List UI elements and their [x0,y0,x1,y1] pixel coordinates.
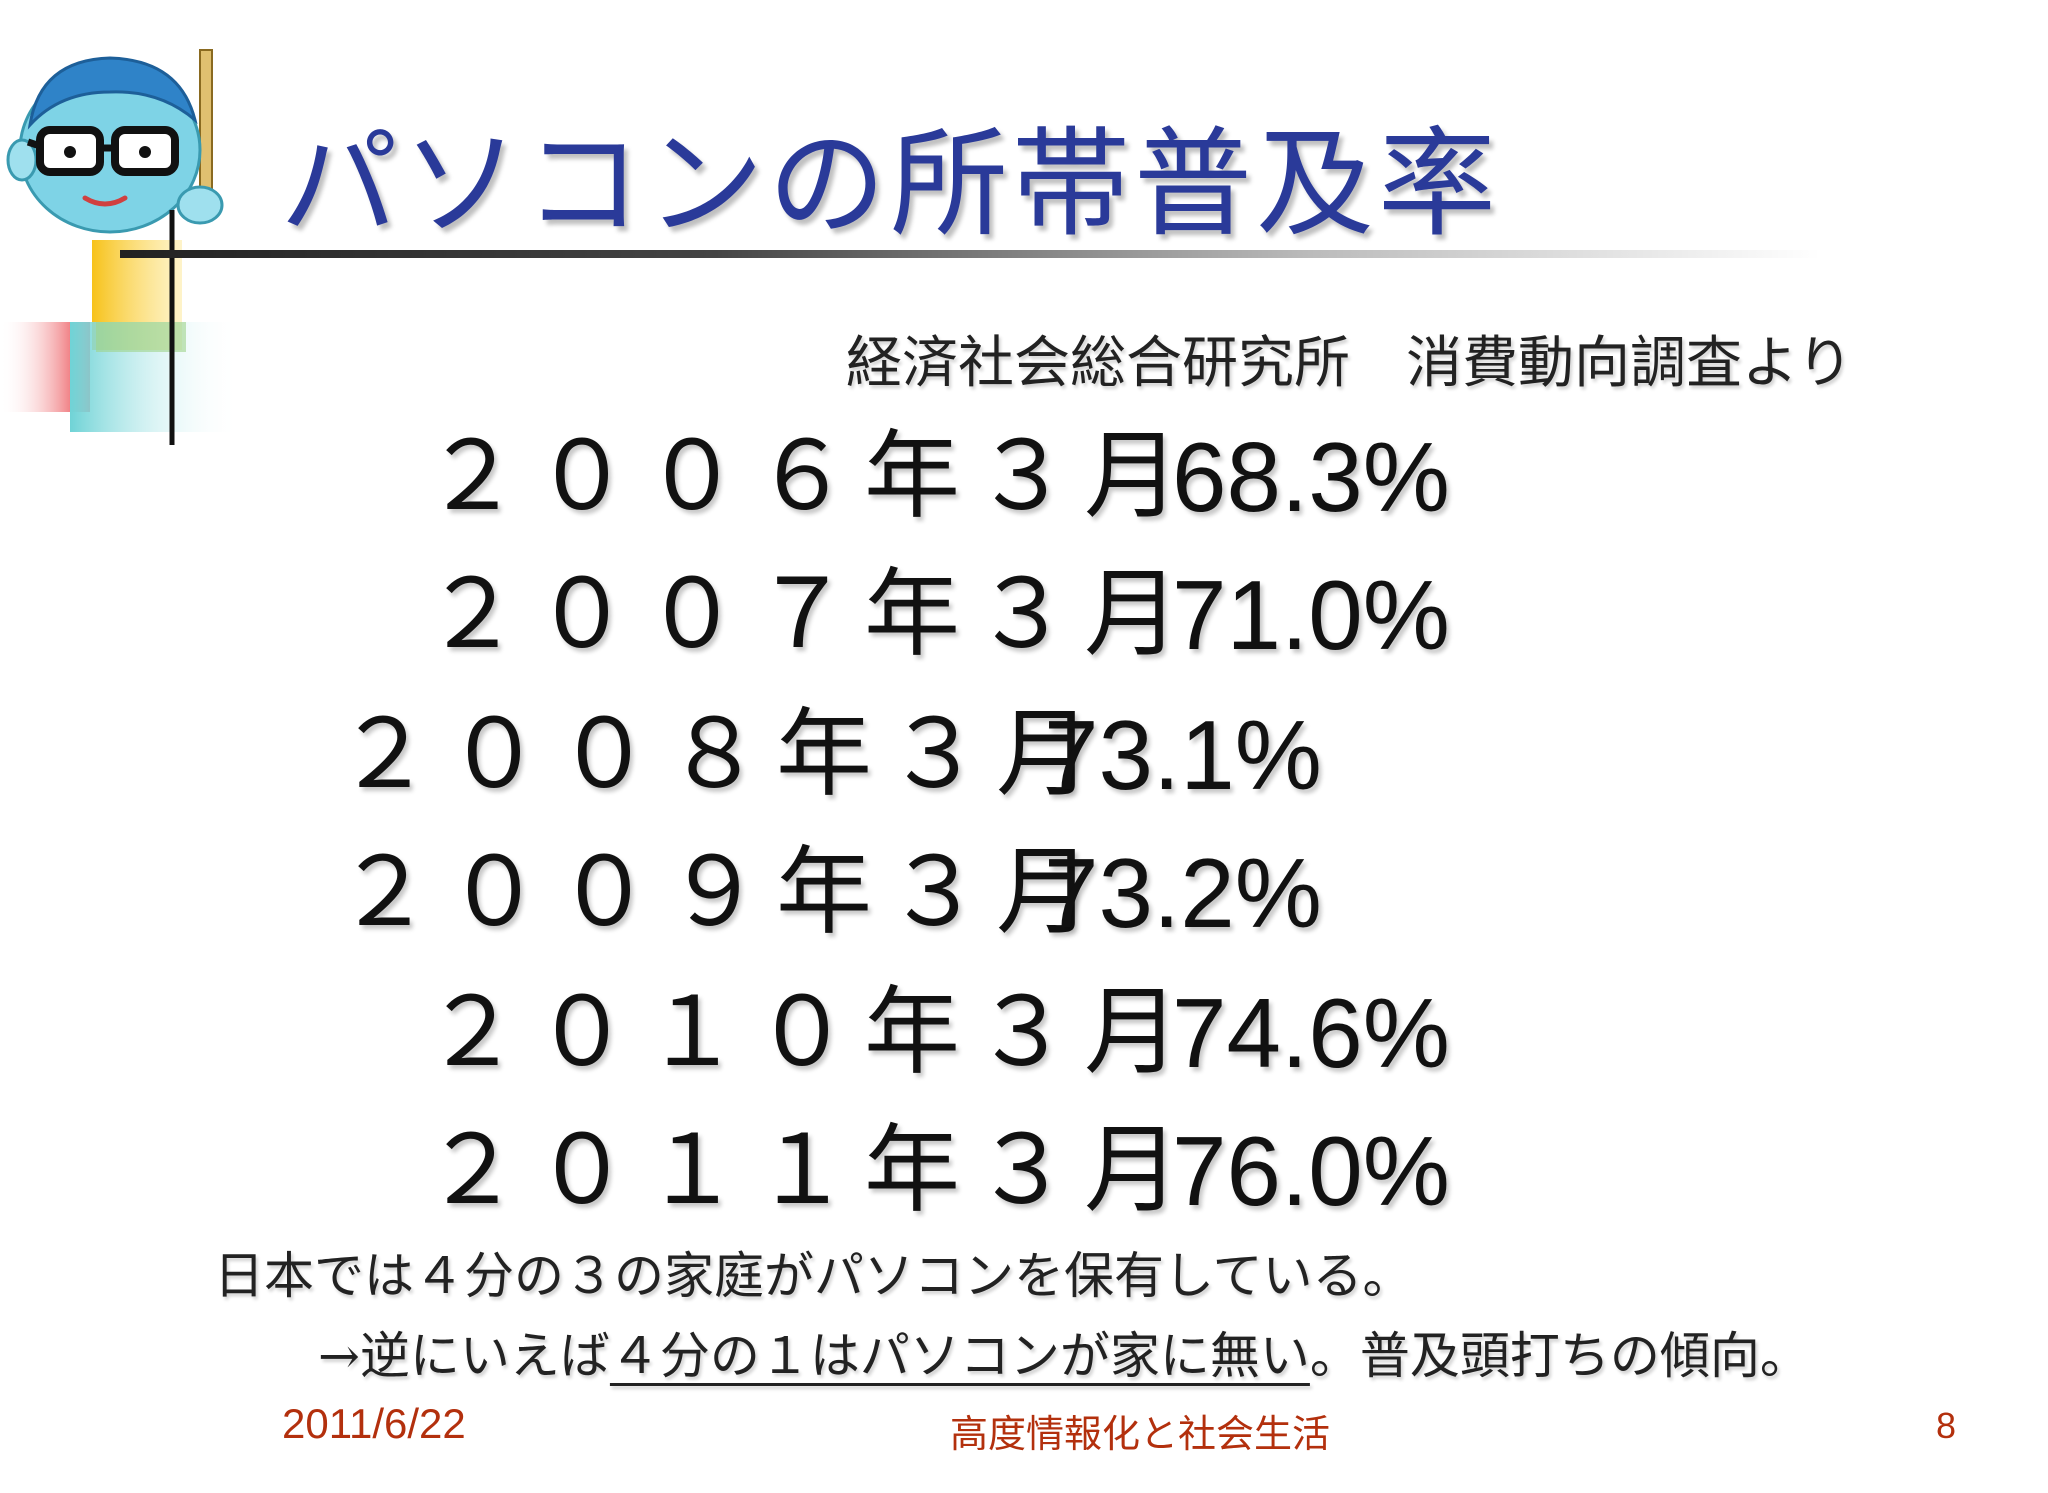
footer-course-title: 高度情報化と社会生活 [950,1412,1331,1456]
stat-value: 71.0% [1172,560,1450,670]
teacher-logo-icon [6,49,224,234]
stat-value: 73.2% [1044,838,1322,948]
stat-row-2006: ２００６年３月 68.3% [424,428,1450,526]
stat-period: ２０１０年３月 [424,976,1194,1088]
implication-emphasis: ４分の１はパソコンが家に無い [609,1327,1310,1385]
implication-prefix: →逆にいえば [318,1327,610,1385]
implication-suffix: 。普及頭打ちの傾向。 [1309,1327,1810,1385]
implication-note: →逆にいえば４分の１はパソコンが家に無い。普及頭打ちの傾向。 [318,1316,1810,1388]
stat-row-2008: ２００８年３月 73.1% [336,706,1322,804]
stat-row-2011: ２０１１年３月 76.0% [424,1122,1450,1220]
stat-period: ２０１１年３月 [424,1114,1194,1226]
stat-value: 73.1% [1044,700,1322,810]
data-source-label: 経済社会総合研究所 消費動向調査より [846,331,1853,396]
stat-period: ２００６年３月 [424,420,1194,532]
stat-period: ２００９年３月 [336,836,1106,948]
stat-value: 76.0% [1172,1116,1450,1226]
stat-row-2010: ２０１０年３月 74.6% [424,984,1450,1082]
page-number: 8 [1936,1405,1957,1446]
summary-note: 日本では４分の３の家庭がパソコンを保有している。 [214,1247,1413,1305]
stat-row-2009: ２００９年３月 73.2% [336,844,1322,942]
title-underline-rule [120,250,1820,258]
footer-date: 2011/6/22 [282,1400,466,1447]
stat-period: ２００７年３月 [424,558,1194,670]
stat-period: ２００８年３月 [336,698,1106,810]
stat-value: 68.3% [1172,422,1450,532]
stat-row-2007: ２００７年３月 71.0% [424,566,1450,664]
stat-value: 74.6% [1172,978,1450,1088]
decorative-blocks [0,210,240,445]
page-title: パソコンの所帯普及率 [280,115,1501,253]
